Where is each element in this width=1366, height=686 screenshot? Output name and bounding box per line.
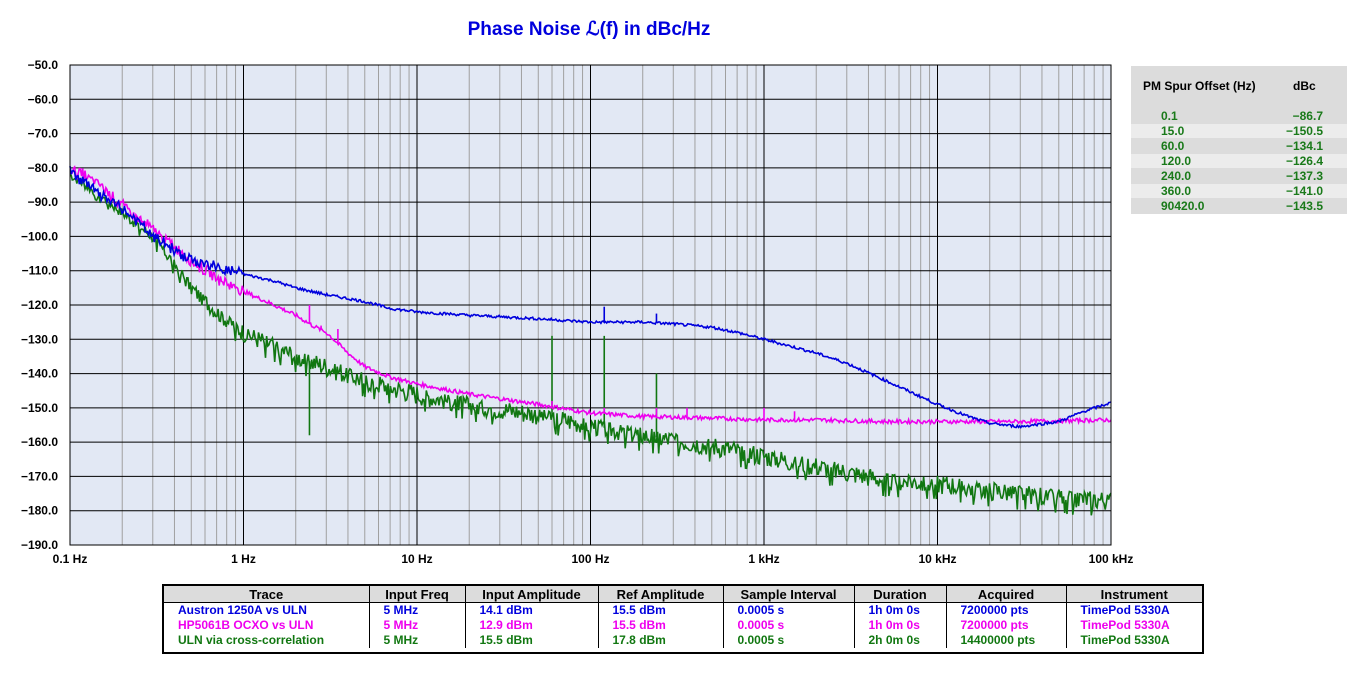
spur-dbc: −126.4 bbox=[1285, 154, 1323, 168]
spur-row: 15.0 −150.5 bbox=[1131, 124, 1347, 138]
y-tick-label: −150.0 bbox=[21, 401, 58, 415]
legend-header: Instrument bbox=[1066, 586, 1202, 603]
legend-header: Sample Interval bbox=[723, 586, 855, 603]
spur-dbc-header: dBc bbox=[1293, 79, 1316, 93]
legend-cell: 5 MHz bbox=[369, 618, 466, 633]
spur-row: 360.0 −141.0 bbox=[1131, 184, 1347, 198]
y-axis: −50.0 −60.0 −70.0 −80.0 −90.0 −100.0 −110.0 −12… bbox=[21, 58, 58, 552]
legend-row-austron: Austron 1250A vs ULN 5 MHz 14.1 dBm 15.5… bbox=[164, 602, 1202, 618]
spur-row: 90420.0 −143.5 bbox=[1131, 199, 1347, 213]
legend-cell: 15.5 dBm bbox=[465, 633, 599, 648]
y-tick-label: −110.0 bbox=[22, 264, 59, 278]
x-tick-label: 1 kHz bbox=[748, 552, 779, 566]
legend-cell: 14.1 dBm bbox=[465, 602, 599, 618]
x-tick-label: 10 Hz bbox=[401, 552, 432, 566]
legend-cell: 14400000 pts bbox=[946, 633, 1067, 648]
x-tick-label: 10 kHz bbox=[918, 552, 956, 566]
chart-title: Phase Noise ℒ(f) in dBc/Hz bbox=[468, 19, 711, 40]
legend-cell: 2h 0m 0s bbox=[854, 633, 947, 648]
y-tick-label: −90.0 bbox=[28, 195, 59, 209]
legend-header: Acquired bbox=[946, 586, 1067, 603]
legend-cell: 5 MHz bbox=[369, 633, 466, 648]
legend-row-hp5061b: HP5061B OCXO vs ULN 5 MHz 12.9 dBm 15.5 … bbox=[164, 618, 1202, 633]
legend-cell: 0.0005 s bbox=[723, 618, 855, 633]
legend-cell: 7200000 pts bbox=[946, 618, 1067, 633]
y-tick-label: −180.0 bbox=[21, 504, 58, 518]
y-tick-label: −130.0 bbox=[21, 332, 58, 346]
y-tick-label: −50.0 bbox=[28, 58, 59, 72]
x-tick-label: 100 Hz bbox=[571, 552, 609, 566]
legend-cell: HP5061B OCXO vs ULN bbox=[164, 618, 370, 633]
legend-header: Trace bbox=[164, 586, 370, 603]
spur-dbc: −150.5 bbox=[1285, 124, 1323, 138]
legend-cell: Austron 1250A vs ULN bbox=[164, 602, 370, 618]
legend-cell: 15.5 dBm bbox=[598, 618, 724, 633]
y-tick-label: −70.0 bbox=[28, 127, 59, 141]
legend-cell: 7200000 pts bbox=[946, 602, 1067, 618]
legend-cell: 12.9 dBm bbox=[465, 618, 599, 633]
legend-cell: 0.0005 s bbox=[723, 633, 855, 648]
x-tick-label: 0.1 Hz bbox=[53, 552, 88, 566]
y-tick-label: −120.0 bbox=[21, 298, 58, 312]
spur-offset-header: PM Spur Offset (Hz) bbox=[1143, 79, 1256, 93]
legend-cell: ULN via cross-correlation bbox=[164, 633, 370, 648]
legend-header: Input Amplitude bbox=[465, 586, 599, 603]
legend-cell: 5 MHz bbox=[369, 602, 466, 618]
spur-dbc: −141.0 bbox=[1285, 184, 1323, 198]
series-line bbox=[69, 165, 1112, 429]
spur-row: 0.1 −86.7 bbox=[1131, 109, 1347, 123]
legend-table: Trace Input Freq Input Amplitude Ref Amp… bbox=[162, 584, 1204, 654]
spur-offset: 60.0 bbox=[1161, 139, 1185, 153]
series-line bbox=[69, 165, 1112, 426]
y-tick-label: −60.0 bbox=[28, 92, 59, 106]
spur-dbc: −137.3 bbox=[1285, 169, 1323, 183]
y-tick-label: −190.0 bbox=[21, 538, 58, 552]
spur-row: 120.0 −126.4 bbox=[1131, 154, 1347, 168]
spur-dbc: −86.7 bbox=[1292, 109, 1323, 123]
spur-dbc: −134.1 bbox=[1285, 139, 1323, 153]
spur-row: 60.0 −134.1 bbox=[1131, 139, 1347, 153]
spur-offset: 240.0 bbox=[1161, 169, 1192, 183]
spur-table: PM Spur Offset (Hz) dBc 0.1 −86.7 15.0 −15… bbox=[1131, 66, 1347, 214]
legend-header: Ref Amplitude bbox=[598, 586, 724, 603]
spur-offset: 360.0 bbox=[1161, 184, 1192, 198]
y-tick-label: −160.0 bbox=[21, 435, 58, 449]
y-tick-label: −100.0 bbox=[21, 229, 58, 243]
legend-row-uln: ULN via cross-correlation 5 MHz 15.5 dBm… bbox=[164, 633, 1202, 648]
series-line bbox=[69, 174, 1112, 516]
x-axis: 0.1 Hz 1 Hz 10 Hz 100 Hz 1 kHz 10 kHz 100 kHz bbox=[53, 552, 1134, 566]
y-tick-label: −170.0 bbox=[21, 469, 58, 483]
spur-offset: 0.1 bbox=[1161, 109, 1178, 123]
legend-header: Duration bbox=[854, 586, 947, 603]
spur-row: 240.0 −137.3 bbox=[1131, 169, 1347, 183]
legend-cell: TimePod 5330A bbox=[1080, 633, 1170, 647]
spur-offset: 90420.0 bbox=[1161, 199, 1205, 213]
y-tick-label: −140.0 bbox=[21, 367, 58, 381]
legend-cell: 0.0005 s bbox=[723, 602, 855, 618]
x-tick-label: 100 kHz bbox=[1089, 552, 1134, 566]
x-tick-label: 1 Hz bbox=[231, 552, 256, 566]
legend-header-row: Trace Input Freq Input Amplitude Ref Amp… bbox=[164, 586, 1202, 603]
series-layer bbox=[69, 165, 1112, 516]
legend-cell: 15.5 dBm bbox=[598, 602, 724, 618]
legend-cell: 1h 0m 0s bbox=[854, 602, 947, 618]
legend-cell: TimePod 5330A bbox=[1080, 603, 1170, 617]
legend-cell: 1h 0m 0s bbox=[854, 618, 947, 633]
spur-offset: 15.0 bbox=[1161, 124, 1185, 138]
legend-cell: 17.8 dBm bbox=[598, 633, 724, 648]
legend-header: Input Freq bbox=[369, 586, 466, 603]
spur-offset: 120.0 bbox=[1161, 154, 1192, 168]
spur-dbc: −143.5 bbox=[1285, 199, 1323, 213]
plot-frame bbox=[69, 64, 1112, 546]
y-tick-label: −80.0 bbox=[28, 161, 59, 175]
legend-cell: TimePod 5330A bbox=[1080, 618, 1170, 632]
